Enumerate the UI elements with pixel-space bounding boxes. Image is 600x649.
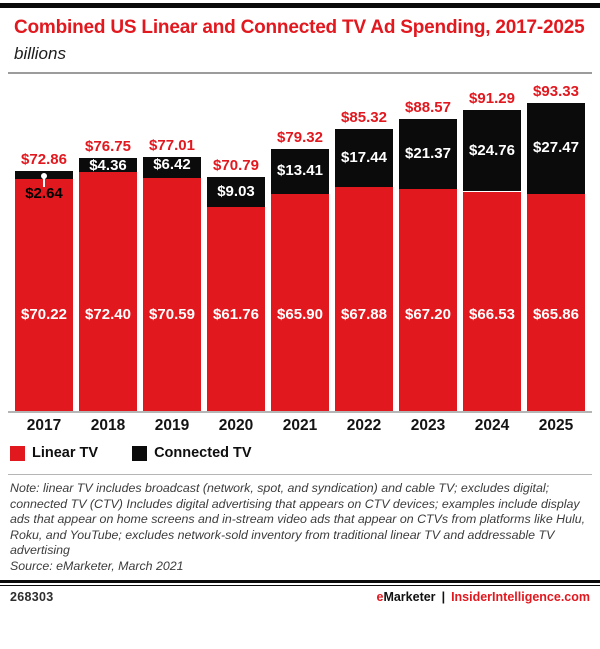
legend-item-linear-tv: Linear TV	[10, 445, 98, 461]
callout-pin-dot	[41, 172, 47, 179]
legend-swatch-icon	[10, 445, 25, 461]
brand-site-url: InsiderIntelligence.com	[451, 589, 590, 604]
segment-connected-tv	[207, 177, 265, 208]
linear-tv-value-label: $66.53	[469, 306, 515, 323]
segment-connected-tv	[271, 149, 329, 194]
bar-stack-2021: $79.32 $65.90 $13.41	[271, 129, 329, 411]
segment-linear-tv	[207, 207, 265, 411]
subtitle-divider	[8, 72, 592, 74]
segment-linear-tv	[143, 178, 201, 411]
bar-2024: $91.29 $66.53 $24.76	[463, 90, 521, 411]
bar-stack-2023: $88.57 $67.20 $21.37	[399, 99, 457, 411]
connected-tv-value-label: $2.64	[25, 184, 63, 202]
x-axis-label-2019: 2019	[154, 417, 190, 434]
segment-linear-tv	[335, 187, 393, 411]
total-value-label: $79.32	[277, 129, 323, 147]
linear-tv-value-label: $67.20	[405, 306, 451, 323]
connected-tv-value-label: $24.76	[469, 141, 515, 159]
bar-2021: $79.32 $65.90 $13.41	[271, 129, 329, 411]
x-axis-label-2021: 2021	[282, 417, 318, 434]
chart-note: Note: linear TV includes broadcast (netw…	[10, 481, 586, 558]
connected-tv-value-label: $21.37	[405, 145, 451, 162]
connected-tv-value-label: $17.44	[341, 149, 387, 167]
chart-legend: Linear TV Connected TV	[10, 445, 600, 461]
x-axis-label-2020: 2020	[218, 417, 254, 434]
x-axis-label-2018: 2018	[90, 417, 126, 434]
linear-tv-value-label: $70.59	[149, 306, 195, 323]
bar-stack-2017: $72.86 $70.22 $2.64	[15, 151, 73, 411]
bar-2023: $88.57 $67.20 $21.37	[399, 99, 457, 411]
linear-tv-value-label: $67.88	[341, 306, 387, 323]
x-axis-label-2025: 2025	[538, 417, 574, 434]
bar-stack-2020: $70.79 $61.76 $9.03	[207, 157, 265, 411]
total-value-label: $72.86	[21, 150, 67, 168]
segment-connected-tv	[335, 129, 393, 187]
connected-tv-value-label: $13.41	[277, 162, 323, 180]
chart-title: Combined US Linear and Connected TV Ad S…	[14, 17, 585, 38]
total-value-label: $88.57	[405, 98, 451, 116]
linear-tv-value-label: $61.76	[213, 306, 259, 323]
bar-2025: $93.33 $65.86 $27.47	[527, 83, 585, 411]
bar-stack-2018: $76.75 $72.40 $4.36	[79, 138, 137, 411]
x-axis-label-2022: 2022	[346, 417, 382, 434]
bar-2018: $76.75 $72.40 $4.36	[79, 138, 137, 411]
segment-connected-tv	[527, 103, 585, 194]
bar-2017: $72.86 $70.22 $2.64	[15, 151, 73, 411]
segment-linear-tv	[79, 172, 137, 411]
bar-2020: $70.79 $61.76 $9.03	[207, 157, 265, 411]
brand-mark: eMarketer | InsiderIntelligence.com	[376, 590, 590, 604]
total-value-label: $77.01	[149, 136, 195, 154]
x-axis-labels: 2017 2018 2019 2020 2021 2022 2023 2024 2025	[8, 417, 592, 435]
segment-linear-tv	[527, 193, 585, 411]
footer-divider	[0, 579, 600, 586]
top-rule	[0, 3, 600, 8]
bar-2019: $77.01 $70.59 $6.42	[143, 137, 201, 411]
total-value-label: $76.75	[85, 137, 131, 155]
note-divider	[8, 474, 592, 475]
segment-linear-tv	[15, 179, 73, 411]
segment-connected-tv	[399, 118, 457, 190]
bar-stack-2024: $91.29 $66.53 $24.76	[463, 90, 521, 411]
x-axis-label-2024: 2024	[474, 417, 510, 434]
x-axis-label-2023: 2023	[410, 417, 446, 434]
total-value-label: $70.79	[213, 157, 259, 175]
linear-tv-value-label: $72.40	[85, 306, 131, 323]
total-value-label: $85.32	[341, 109, 387, 127]
brand-emarketer: Marketer	[383, 589, 436, 604]
x-axis-label-2017: 2017	[26, 417, 62, 434]
bar-stack-2022: $85.32 $67.88 $17.44	[335, 109, 393, 411]
bar-stack-2025: $93.33 $65.86 $27.47	[527, 83, 585, 411]
chart-id: 268303	[10, 589, 54, 604]
total-value-label: $91.29	[469, 89, 515, 107]
legend-swatch-icon	[132, 445, 148, 461]
connected-tv-value-label: $6.42	[153, 155, 191, 173]
callout-pin-stem	[43, 177, 45, 187]
legend-item-connected-tv: Connected TV	[132, 445, 252, 461]
segment-linear-tv	[271, 193, 329, 411]
segment-linear-tv	[399, 189, 457, 411]
linear-tv-value-label: $65.90	[277, 306, 323, 323]
stacked-bar-chart: $72.86 $70.22 $2.64 $76.75 $72.40 $4.36 $77.01…	[8, 83, 592, 413]
segment-connected-tv	[79, 157, 137, 173]
bar-stack-2019: $77.01 $70.59 $6.42	[143, 137, 201, 411]
segment-linear-tv	[463, 191, 521, 411]
linear-tv-value-label: $70.22	[21, 306, 67, 323]
segment-connected-tv	[143, 156, 201, 179]
chart-card: Combined US Linear and Connected TV Ad S…	[0, 3, 600, 649]
connected-tv-value-label: $27.47	[533, 139, 579, 157]
legend-label: Linear TV	[32, 445, 99, 461]
chart-subtitle: billions	[14, 44, 66, 63]
bar-2022: $85.32 $67.88 $17.44	[335, 109, 393, 411]
brand-emarketer-e: e	[376, 589, 384, 604]
chart-source: Source: eMarketer, March 2021	[10, 558, 184, 573]
legend-label: Connected TV	[154, 445, 252, 461]
total-value-label: $93.33	[533, 83, 579, 100]
segment-connected-tv	[463, 109, 521, 192]
footer: 268303 eMarketer | InsiderIntelligence.com	[10, 590, 590, 604]
connected-tv-value-label: $4.36	[89, 156, 127, 174]
brand-separator: |	[441, 589, 446, 604]
linear-tv-value-label: $65.86	[533, 306, 579, 323]
connected-tv-value-label: $9.03	[217, 183, 255, 201]
